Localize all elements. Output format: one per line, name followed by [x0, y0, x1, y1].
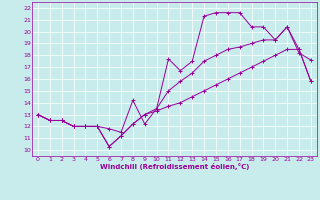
X-axis label: Windchill (Refroidissement éolien,°C): Windchill (Refroidissement éolien,°C): [100, 163, 249, 170]
